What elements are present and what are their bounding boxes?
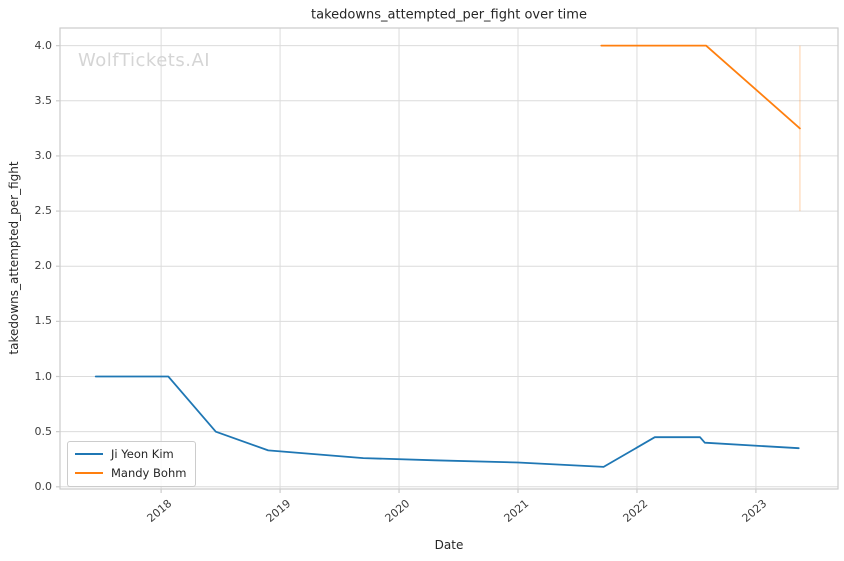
series-line — [600, 44, 801, 130]
legend-line-sample — [75, 453, 103, 455]
legend-entry: Ji Yeon Kim — [75, 446, 186, 462]
y-tick-label: 3.5 — [34, 93, 53, 107]
plot-border — [59, 27, 839, 490]
x-axis-label: Date — [434, 538, 464, 552]
y-tick-label: 1.0 — [34, 369, 53, 383]
chart-title: takedowns_attempted_per_fight over time — [311, 7, 587, 23]
legend-entry: Mandy Bohm — [75, 465, 186, 481]
y-tick-label: 1.5 — [34, 314, 53, 328]
y-tick-label: 4.0 — [34, 38, 53, 52]
legend-label: Ji Yeon Kim — [111, 447, 174, 461]
y-tick-label: 0.5 — [34, 424, 53, 438]
legend-label: Mandy Bohm — [111, 466, 187, 480]
legend-line-sample — [75, 472, 103, 474]
y-tick-label: 2.5 — [34, 204, 53, 218]
y-tick-label: 2.0 — [34, 259, 53, 273]
y-tick-label: 3.0 — [34, 148, 53, 162]
series-line — [94, 375, 800, 468]
y-tick-label: 0.0 — [34, 479, 53, 493]
legend: Ji Yeon Kim Mandy Bohm — [67, 441, 197, 487]
watermark: WolfTickets.AI — [78, 50, 211, 71]
